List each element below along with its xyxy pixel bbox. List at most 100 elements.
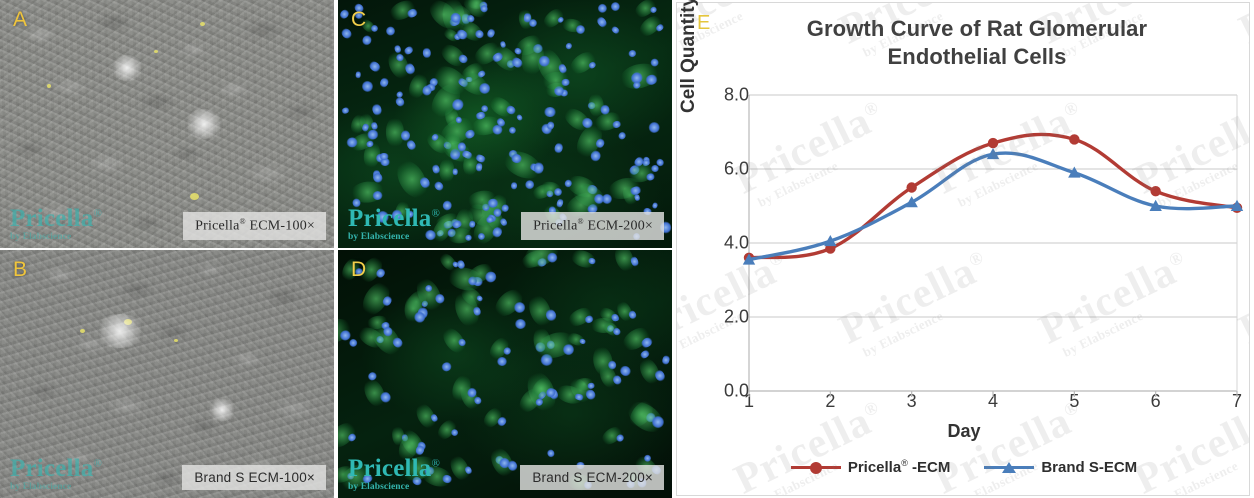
- watermark-subtitle: by Elabscience: [348, 231, 410, 242]
- series-layer: [742, 132, 1244, 265]
- watermark-subtitle: by Elabscience: [10, 231, 72, 242]
- data-point-marker: [1068, 166, 1081, 178]
- panel-label-a: A: [13, 8, 28, 31]
- panel-a-caption: Pricella® ECM-100×: [183, 212, 326, 240]
- chart-title-line2: Endothelial Cells: [887, 44, 1067, 70]
- cell-nucleus: [372, 190, 384, 201]
- cell-nucleus: [546, 120, 556, 131]
- panel-d: D Pricella® by Elabscience Brand S ECM-2…: [338, 250, 672, 498]
- brand-watermark: Pricella®by Elabscience: [677, 246, 788, 360]
- x-axis-label: Day: [947, 421, 981, 441]
- cell-nucleus: [555, 197, 565, 209]
- panel-a: A Pricella® by Elabscience Pricella® ECM…: [0, 0, 334, 248]
- cell-nucleus: [496, 356, 508, 367]
- cell-nucleus: [546, 448, 557, 459]
- watermark-brand: Pricella: [348, 204, 432, 232]
- watermark-brand: Pricella: [10, 204, 94, 232]
- brand-watermark: Pricella®by Elabscience: [727, 96, 883, 210]
- brand-watermark: Pricella®by Elabscience: [1232, 3, 1249, 65]
- panel-a-image: [0, 0, 334, 248]
- x-axis-ticks: 1 2 3 4 5 6 7: [677, 391, 1251, 417]
- panel-label-c: C: [351, 8, 367, 31]
- cell-nucleus: [616, 130, 628, 142]
- chart-title: Growth Curve of Rat Glomerular Endotheli…: [737, 15, 1217, 71]
- cell-nucleus: [421, 47, 432, 60]
- cell-nucleus: [347, 337, 359, 349]
- y-tick-label: 4.0: [723, 232, 749, 253]
- panel-e-growth-chart: Pricella®by Elabscience Pricella®by Elabs…: [676, 0, 1251, 497]
- brand-watermark: Pricella®by Elabscience: [1127, 398, 1249, 495]
- x-tick-label: 5: [1069, 391, 1080, 411]
- brand-watermark: Pricella®by Elabscience: [927, 396, 1083, 495]
- panel-c-caption: Pricella® ECM-200×: [521, 212, 664, 240]
- cell-nucleus: [661, 353, 671, 365]
- cell-nucleus: [371, 102, 383, 117]
- chart-watermark-layer: Pricella®by Elabscience Pricella®by Elabs…: [677, 3, 1249, 495]
- cell-nucleus: [451, 168, 458, 177]
- legend-circle-marker: [809, 462, 822, 474]
- data-point-marker: [987, 137, 999, 149]
- panel-label-b: B: [13, 258, 28, 281]
- cell-nucleus: [618, 364, 633, 378]
- cell-nucleus: [553, 186, 564, 197]
- legend-item[interactable]: Pricella® -ECM: [790, 458, 951, 476]
- debris-speck: [46, 84, 51, 89]
- registered-icon: ®: [431, 457, 441, 470]
- debris-speck: [153, 49, 158, 53]
- legend-item[interactable]: Brand S-ECM: [984, 459, 1137, 476]
- registered-icon: ®: [431, 207, 441, 220]
- cell-nucleus: [596, 2, 610, 15]
- brand-watermark: Pricella®by Elabscience: [1232, 248, 1249, 354]
- panel-d-caption: Brand S ECM-200×: [520, 465, 664, 490]
- caption-magnification: ECM-200×: [583, 219, 653, 234]
- debris-speck: [173, 339, 178, 343]
- panel-a-watermark: Pricella® by Elabscience: [10, 206, 102, 243]
- registered-icon: ®: [239, 217, 246, 227]
- cell-nucleus: [586, 382, 596, 390]
- panel-b-watermark: Pricella® by Elabscience: [10, 456, 102, 493]
- brand-watermark: Pricella®by Elabscience: [677, 96, 683, 203]
- cell-nucleus: [354, 70, 361, 80]
- cell-nucleus: [609, 24, 621, 35]
- cell-nucleus: [508, 126, 517, 135]
- brand-watermark: Pricella®by Elabscience: [677, 3, 783, 60]
- cell-nucleus: [553, 142, 564, 155]
- registered-icon: ®: [901, 458, 908, 468]
- watermark-brand: Pricella: [348, 454, 432, 482]
- brand-watermark: Pricella®by Elabscience: [727, 396, 883, 495]
- caption-magnification: ECM-100×: [245, 219, 315, 234]
- legend-label: Pricella® -ECM: [847, 458, 951, 476]
- caption-brand: Pricella: [195, 219, 240, 234]
- registered-icon: ®: [93, 207, 103, 220]
- panel-label-e: E: [697, 12, 711, 34]
- chart-legend: Pricella® -ECM Brand S-ECM: [677, 458, 1251, 476]
- debris-speck: [80, 329, 86, 334]
- panel-d-watermark: Pricella® by Elabscience: [348, 456, 440, 493]
- panel-b-caption: Brand S ECM-100×: [182, 465, 326, 490]
- debris-speck: [200, 22, 206, 27]
- legend-triangle-marker: [1002, 462, 1017, 473]
- cell-nucleus: [338, 7, 351, 22]
- cell-nucleus: [575, 24, 586, 35]
- cell-nucleus: [402, 45, 415, 57]
- cell-nucleus: [341, 106, 350, 115]
- cell-nucleus: [544, 106, 557, 118]
- cell-nucleus: [405, 138, 418, 152]
- y-tick-label: 8.0: [723, 84, 749, 105]
- plot-area: [742, 94, 1244, 397]
- cell-nucleus: [533, 161, 545, 174]
- cell-nucleus: [648, 5, 658, 15]
- legend-label: Brand S-ECM: [1041, 458, 1138, 476]
- x-tick-label: 4: [987, 391, 999, 411]
- y-axis-ticks: 8.0 6.0 4.0 2.0 0.0: [697, 3, 749, 497]
- chart-title-line1: Growth Curve of Rat Glomerular: [806, 16, 1148, 41]
- cell-nucleus: [610, 0, 622, 12]
- brand-watermark: Pricella®by Elabscience: [832, 3, 983, 60]
- micrograph-grid: A Pricella® by Elabscience Pricella® ECM…: [0, 0, 672, 498]
- data-point-marker: [906, 182, 917, 193]
- data-point-marker: [742, 253, 756, 265]
- panel-c: C Pricella® by Elabscience Pricella® ECM…: [338, 0, 672, 248]
- bright-region: [93, 314, 146, 349]
- caption-brand: Brand S: [194, 470, 245, 485]
- cell-nucleus: [441, 199, 453, 212]
